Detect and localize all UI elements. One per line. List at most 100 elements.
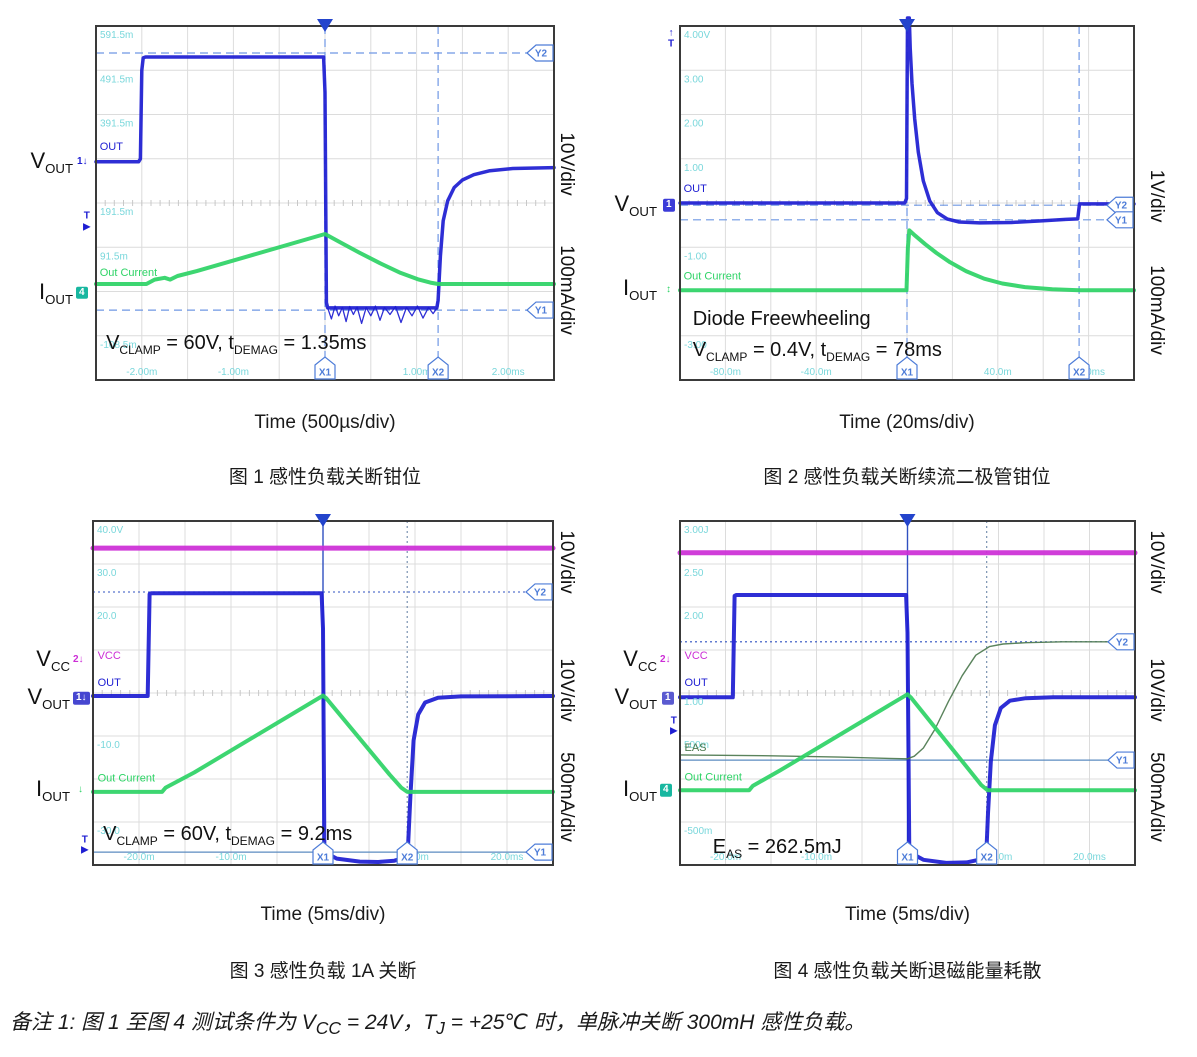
- figure-1-caption: 图 1 感性负载关断钳位: [228, 467, 422, 488]
- scale-label-10vdiv: 10V/div: [1146, 658, 1167, 722]
- y-tick-label: 491.5m: [100, 74, 133, 85]
- measurement-annotation: VCLAMP = 60V, tDEMAG = 9.2ms: [103, 823, 352, 848]
- cursor-flag-text: X2: [981, 853, 994, 864]
- trigger-position-icon: [317, 19, 333, 32]
- channel-marker: 1: [663, 198, 675, 212]
- channel-marker: 1: [662, 691, 674, 705]
- cursor-flag-text: Y1: [534, 848, 547, 859]
- cursor-flag-y2: [525, 583, 553, 601]
- channel-label: IOUT: [39, 279, 73, 307]
- x-tick-label: -20.0m: [123, 852, 154, 863]
- note-text: 备注 1: 图 1 至图 4 测试条件为 V: [10, 1011, 316, 1034]
- y-tick-label: 191.5m: [100, 207, 133, 218]
- channel-label: VCC: [36, 646, 70, 674]
- trace-name-label: VCC: [685, 650, 708, 662]
- text-run: V: [103, 822, 117, 845]
- channel-marker: T ▶: [83, 210, 91, 233]
- text-run: V: [106, 332, 120, 355]
- cursor-flag-text: X1: [901, 368, 914, 379]
- trace-out: [678, 16, 1136, 225]
- cursor-flag-y2: [1107, 633, 1135, 651]
- subscript: CC: [637, 659, 657, 675]
- cursor-flag-y1: [1107, 751, 1135, 769]
- trigger-position-icon: [899, 19, 915, 32]
- subscript: CLAMP: [116, 833, 158, 848]
- trace-name-label: OUT: [100, 141, 124, 153]
- x-tick-label: 1.00m: [403, 367, 431, 378]
- trace-out-noise: [327, 305, 438, 325]
- y-tick-label: 2.50: [684, 568, 704, 579]
- y-tick-label: -3.00: [684, 340, 707, 351]
- figure-3-caption: 图 3 感性负载 1A 关断: [229, 961, 417, 982]
- y-tick-label: 391.5m: [100, 119, 133, 130]
- channel-marker: 1↓: [77, 155, 88, 167]
- trace-name-label: Out Current: [100, 267, 157, 279]
- text-run: V: [614, 191, 630, 217]
- y-tick-label: -10.0: [97, 740, 120, 751]
- cursor-flag-x1: [314, 356, 336, 380]
- cursor-flag-y2: [526, 44, 554, 62]
- text-run: = 9.2ms: [275, 822, 353, 845]
- y-tick-label: 1.00: [684, 163, 704, 174]
- figure-4-scope-screenshot: 3.00J 2.50 2.00 1.00 500m -500m -20.0m -10.0m 10…: [677, 514, 1138, 866]
- trace-out: [678, 593, 1137, 865]
- subscript: OUT: [45, 161, 73, 177]
- channel-marker: T ▶: [670, 715, 678, 737]
- channel-marker: 4: [76, 286, 88, 300]
- y-tick-label: 91.5m: [100, 251, 128, 262]
- trace-name-label: VCC: [98, 650, 121, 662]
- subscript: DEMAG: [231, 833, 276, 848]
- x-tick-label: -2.00m: [126, 367, 157, 378]
- x-tick-label: 40.0m: [984, 367, 1012, 378]
- note-text: = 24V，T: [341, 1011, 437, 1034]
- figure-2-scope-screenshot: 4.00V 3.00 2.00 1.00 -1.00 -3.00 -80.0m -40.0m 4…: [678, 16, 1136, 381]
- scale-label-10vdiv: 10V/div: [556, 530, 577, 594]
- cursor-flag-x2: [976, 841, 998, 865]
- figure-4-time-axis-label: Time (5ms/div): [845, 904, 970, 925]
- subscript: DEMAG: [826, 350, 871, 365]
- figure-1-scope-screenshot: 591.5m 491.5m 391.5m 191.5m 91.5m -108.5m -2.0…: [94, 19, 556, 381]
- cursor-flag-y1: [526, 301, 554, 319]
- text-run: V: [30, 147, 46, 173]
- trigger-position-icon: [899, 514, 916, 527]
- scale-label-10vdiv: 10V/div: [556, 658, 577, 722]
- trace-name-label: Out Current: [684, 270, 741, 282]
- x-tick-label: -40.0m: [801, 367, 832, 378]
- cursor-flag-y1: [525, 843, 553, 861]
- text-run: V: [692, 339, 707, 362]
- trace-out: [94, 55, 556, 310]
- figure-2-time-axis-label: Time (20ms/div): [839, 412, 975, 433]
- cursor-flag-x1: [896, 841, 919, 865]
- y-tick-label: 2.00: [684, 119, 704, 130]
- y-tick-label: -30.0: [97, 826, 120, 837]
- trace-name-label: OUT: [685, 677, 709, 689]
- figure-1-time-axis-label: Time (500µs/div): [254, 412, 396, 433]
- scale-label-500madiv: 500mA/div: [556, 752, 577, 842]
- cursor-flag-y2: [1106, 196, 1134, 214]
- x-tick-label: -20.0m: [710, 852, 741, 863]
- cursor-flag-text: X2: [432, 368, 445, 379]
- text-run: = 60V, t: [157, 822, 232, 845]
- measurement-annotation: VCLAMP = 60V, tDEMAG = 1.35ms: [106, 332, 366, 357]
- note-text: = +25℃ 时，单脉冲关断 300mH 感性负载。: [444, 1011, 866, 1034]
- channel-marker: ↑ T: [668, 27, 675, 50]
- x-tick-label: -10.0m: [801, 852, 832, 863]
- channel-marker: 1↓: [73, 691, 90, 705]
- measurement-annotation: VCLAMP = 0.4V, tDEMAG = 78ms: [693, 339, 942, 364]
- trace-out-current: [678, 692, 1137, 793]
- cursor-flag-text: X2: [1073, 368, 1086, 379]
- cursor-flag-text: Y2: [1116, 637, 1129, 648]
- y-tick-label: -108.5m: [100, 340, 137, 351]
- channel-label: VOUT: [614, 684, 657, 712]
- y-tick-label: 30.0: [97, 568, 117, 579]
- figure-3-time-axis-label: Time (5ms/div): [260, 904, 386, 925]
- measurement-annotation: Diode Freewheeling: [693, 308, 871, 331]
- subscript: OUT: [45, 292, 73, 308]
- x-tick-label: 20.0ms: [491, 852, 524, 863]
- cursor-flag-x2: [1068, 356, 1090, 380]
- trace-name-label: EAS: [685, 742, 707, 754]
- trace-name-label: OUT: [684, 183, 708, 195]
- cursor-flag-y1: [1106, 211, 1134, 229]
- subscript: OUT: [42, 697, 70, 713]
- y-tick-label: 1.00: [684, 697, 704, 708]
